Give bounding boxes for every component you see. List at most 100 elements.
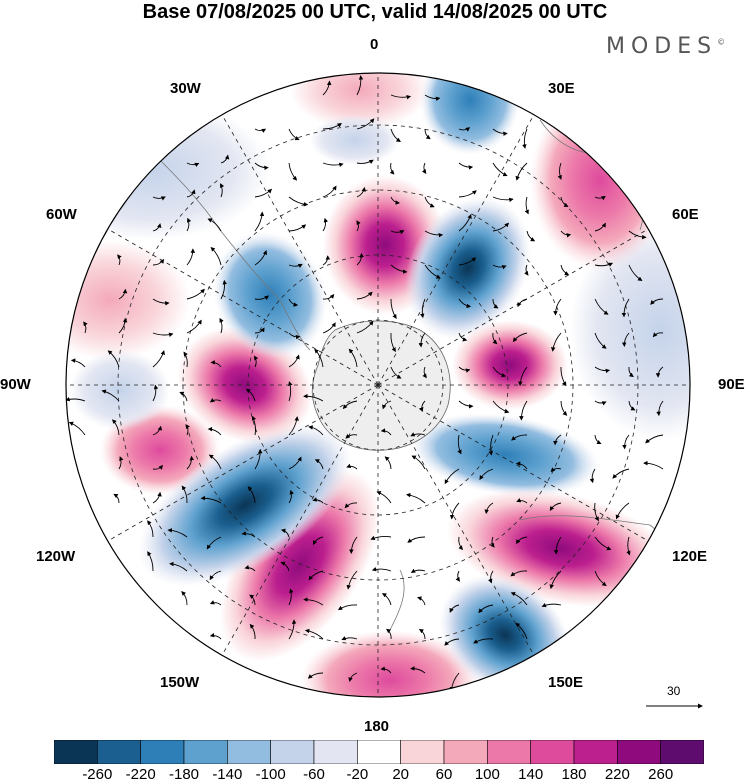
wind-vector (553, 536, 562, 555)
colorbar-tick-label: 100 (474, 766, 500, 783)
wind-vector (488, 570, 494, 584)
wind-vector (208, 454, 222, 470)
wind-vector (516, 498, 528, 504)
wind-vector (410, 432, 426, 437)
wind-vector (254, 250, 268, 266)
wind-vector (386, 628, 392, 640)
wind-vector (288, 354, 300, 368)
wind-vector (345, 433, 358, 439)
lon-label-0: 0 (370, 36, 379, 53)
wind-vector (479, 468, 494, 480)
wind-vector (515, 162, 528, 181)
wind-vector (169, 561, 188, 572)
wind-vector (492, 298, 499, 309)
wind-vector (410, 666, 426, 674)
wind-vector (407, 536, 426, 543)
wind-vector (621, 332, 630, 347)
colorbar-tick-label: -20 (346, 766, 369, 783)
wind-vector (322, 217, 329, 232)
wind-vector (288, 489, 294, 504)
wind-vector (113, 493, 120, 504)
wind-vector (418, 332, 426, 348)
wind-vector (307, 672, 324, 679)
wind-vector (594, 262, 614, 267)
meridian-line (377, 114, 535, 386)
wind-vector (550, 467, 562, 473)
lon-label-30w: 30W (170, 80, 201, 97)
wind-vector (488, 434, 494, 456)
wind-vector (288, 619, 297, 640)
wind-vector (390, 94, 412, 100)
wind-vector (209, 632, 222, 640)
wind-vector (220, 279, 228, 300)
anomaly-center-negative (138, 423, 352, 587)
wind-vector (356, 252, 364, 266)
wind-vector (210, 360, 222, 368)
wind-vector (560, 400, 568, 416)
wind-vector (247, 486, 256, 504)
wind-vector (254, 211, 265, 232)
wind-vector (152, 332, 174, 337)
wind-vector (249, 623, 256, 640)
modes-logo: MODES© (606, 34, 725, 59)
wind-vector (594, 298, 609, 315)
wind-vector (549, 570, 562, 590)
lon-label-90w: 90W (0, 376, 31, 393)
wind-vector (186, 189, 196, 198)
wind-vector (458, 536, 463, 551)
wind-vector (304, 628, 324, 640)
colorbar-tick-label: -60 (303, 766, 325, 783)
wind-vector (356, 118, 375, 130)
wind-vector (515, 461, 528, 470)
wind-vector (209, 570, 222, 581)
wind-vector (390, 332, 396, 353)
wind-vector (280, 528, 290, 538)
wind-vector (312, 536, 324, 546)
colorbar-swatch (530, 740, 575, 764)
wind-vector (322, 255, 331, 266)
colorbar-swatch (660, 740, 704, 764)
wind-vector (628, 366, 634, 378)
wind-vector (492, 128, 508, 136)
wind-vector (444, 638, 460, 646)
wind-vector (183, 351, 188, 368)
wind-vector (560, 196, 569, 207)
wind-vector (219, 317, 224, 334)
colorbar-tick-label: -180 (168, 766, 200, 783)
wind-vector (380, 666, 392, 674)
colorbar-swatch (54, 740, 98, 764)
wind-vector (209, 600, 222, 606)
colorbar-swatch (357, 740, 401, 764)
wind-vector (473, 638, 494, 644)
wind-vector (557, 162, 562, 180)
wind-vector (656, 400, 664, 417)
wind-vector (390, 366, 402, 379)
wind-vector (424, 94, 441, 102)
wind-vector (209, 398, 222, 403)
meridian-line (377, 228, 649, 386)
wind-vector (612, 468, 630, 479)
wind-vector (458, 257, 477, 266)
wind-vector (652, 332, 664, 338)
wind-vector (322, 162, 344, 168)
wind-vector (322, 122, 342, 130)
wind-vector (390, 230, 405, 235)
lon-label-150w: 150W (160, 674, 200, 691)
lon-label-180: 180 (364, 718, 390, 735)
wind-vector (594, 570, 607, 587)
colorbar-swatch (617, 740, 661, 764)
wind-vector (288, 456, 302, 470)
colorbar-swatch (487, 740, 531, 764)
wind-vector (411, 455, 426, 470)
wind-vector (594, 366, 611, 374)
wind-vector (303, 393, 324, 402)
wind-vector (389, 162, 395, 175)
wind-vector (337, 604, 358, 611)
wind-vector (594, 332, 607, 349)
meridian-line (221, 384, 379, 656)
colorbar-tick-label: 60 (435, 766, 453, 783)
wind-vector (594, 195, 606, 201)
colorbar-swatch (183, 740, 228, 764)
wind-vector (288, 128, 300, 141)
